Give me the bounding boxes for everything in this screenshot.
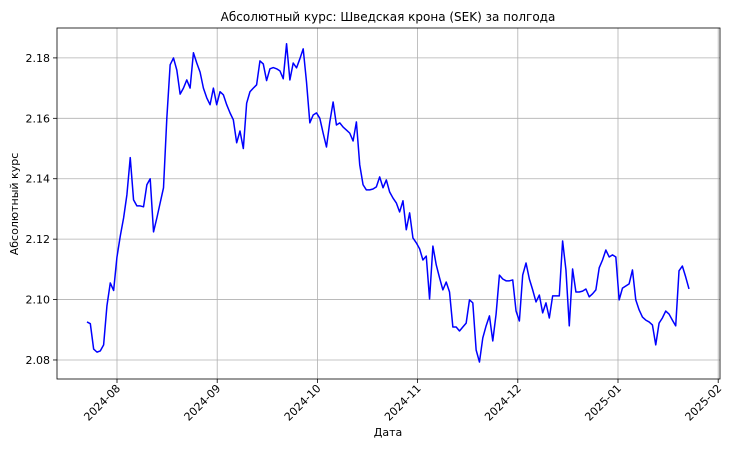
y-tick-label: 2.18 bbox=[26, 52, 51, 65]
axes-frame bbox=[56, 27, 721, 380]
y-tick-label: 2.12 bbox=[26, 233, 51, 246]
chart-title: Абсолютный курс: Шведская крона (SEK) за… bbox=[221, 10, 556, 24]
y-tick-label: 2.10 bbox=[26, 294, 51, 307]
plot-area bbox=[86, 42, 690, 363]
grid bbox=[57, 28, 720, 379]
price-line bbox=[86, 42, 690, 363]
x-axis-label: Дата bbox=[374, 426, 402, 439]
y-tick-label: 2.16 bbox=[26, 112, 51, 125]
y-axis-label: Абсолютный курс bbox=[8, 153, 21, 256]
y-tick-label: 2.08 bbox=[26, 354, 51, 367]
y-tick-label: 2.14 bbox=[26, 173, 51, 186]
